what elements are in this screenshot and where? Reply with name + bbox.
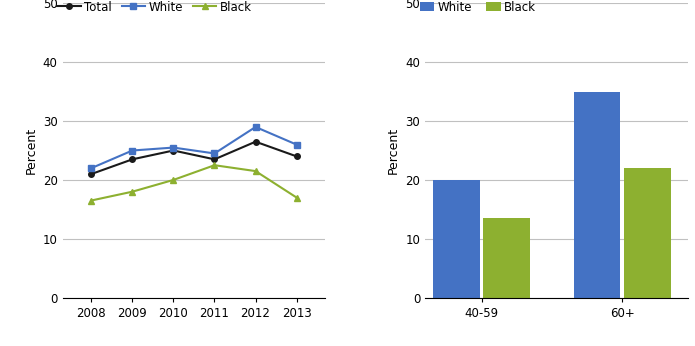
Total	[87, 172, 95, 176]
Black	[87, 198, 95, 202]
Bar	[433, 180, 480, 298]
Total	[252, 139, 260, 144]
Black	[252, 169, 260, 173]
Line: Black: Black	[88, 162, 300, 204]
Bar	[573, 92, 621, 298]
White	[128, 148, 136, 153]
White	[170, 145, 178, 149]
White	[211, 152, 219, 156]
Y-axis label: Percent: Percent	[387, 127, 400, 174]
Total	[128, 157, 136, 161]
Black	[293, 195, 301, 200]
Total	[211, 157, 219, 161]
Y-axis label: Percent: Percent	[24, 127, 38, 174]
White	[87, 166, 95, 170]
Bar	[484, 218, 530, 298]
Black	[128, 190, 136, 194]
White	[293, 143, 301, 147]
Line: Total: Total	[88, 139, 300, 177]
Total	[170, 148, 178, 153]
Black	[211, 163, 219, 167]
Bar	[624, 168, 671, 298]
Black	[170, 178, 178, 182]
Line: White: White	[88, 124, 300, 171]
Legend: Total, White, Black: Total, White, Black	[57, 0, 252, 13]
White	[252, 125, 260, 129]
Legend: White, Black: White, Black	[420, 0, 536, 13]
Total	[293, 154, 301, 158]
